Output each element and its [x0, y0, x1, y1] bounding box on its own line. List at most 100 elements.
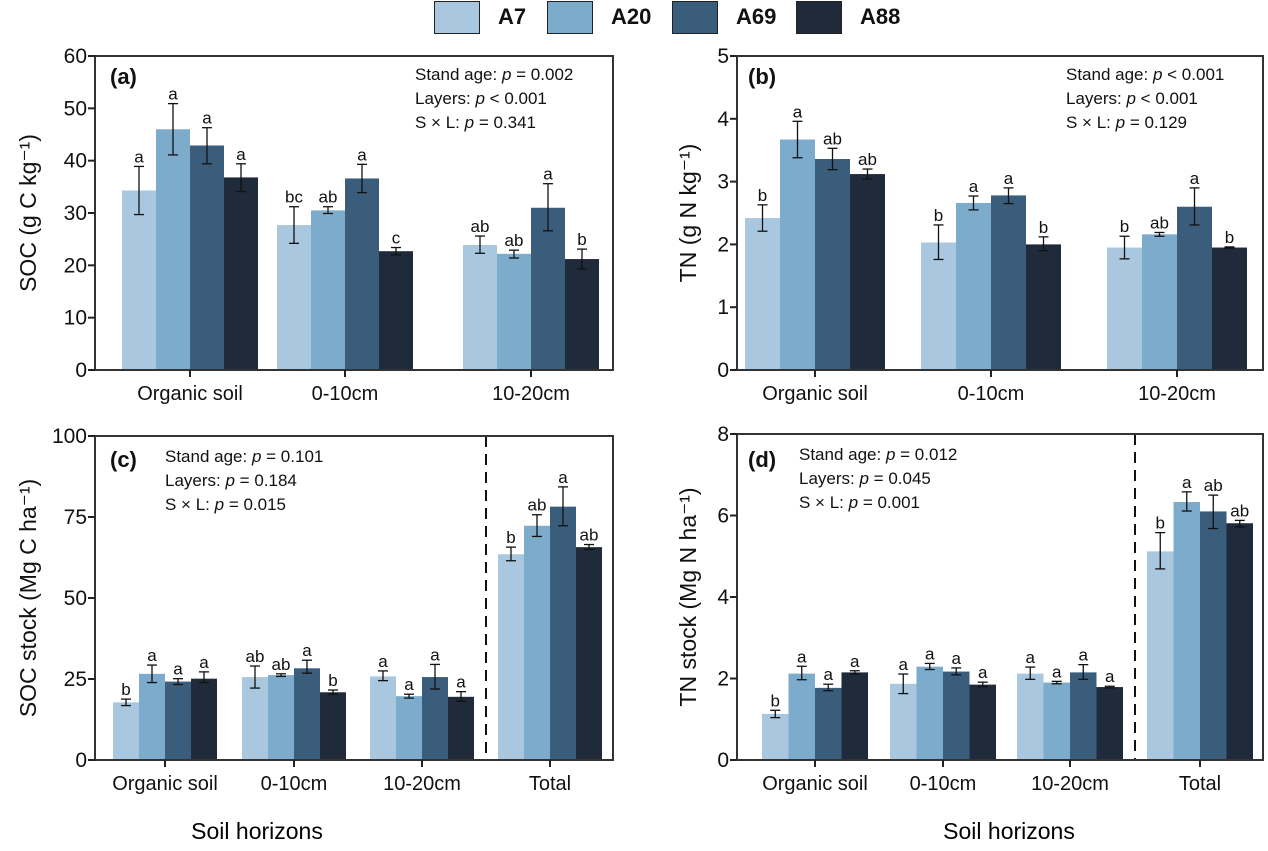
y-axis-label: SOC stock (Mg C ha⁻¹) [15, 479, 41, 717]
significance-letter: bc [285, 188, 303, 207]
p-symbol: p [885, 445, 895, 464]
significance-letter: a [1004, 169, 1014, 188]
y-axis-label: SOC (g C kg⁻¹) [15, 134, 41, 292]
significance-letter: ab [319, 188, 338, 207]
y-tick-label: 0 [75, 749, 87, 772]
stats-text: < 0.001 [1162, 65, 1224, 84]
significance-letter: b [577, 230, 586, 249]
significance-letter: a [202, 109, 212, 128]
bar-a7-0 [122, 190, 156, 370]
significance-letter: a [236, 145, 246, 164]
legend-swatch-a69 [672, 0, 718, 34]
y-tick-label: 5 [717, 45, 729, 68]
bar-a88-2 [1096, 687, 1123, 760]
significance-letter: a [899, 655, 909, 674]
bar-a20-0 [156, 129, 190, 370]
significance-letter: ab [246, 647, 265, 666]
bar-a69-2 [1070, 672, 1097, 760]
stats-line: Layers: p < 0.001 [415, 89, 547, 108]
x-tick-label: 10-20cm [1138, 383, 1216, 405]
bar-a7-1 [277, 225, 311, 370]
significance-letter: a [456, 673, 466, 692]
significance-letter: ab [823, 129, 842, 148]
stats-line: S × L: p = 0.341 [415, 113, 536, 132]
bar-a7-0 [113, 702, 139, 760]
bar-a20-2 [396, 696, 422, 760]
y-tick-label: 0 [717, 749, 729, 772]
bar-a20-2 [1142, 234, 1177, 370]
stats-text: = 0.001 [858, 493, 920, 512]
stats-text: S × L: [1066, 113, 1116, 132]
bar-a20-0 [788, 673, 815, 760]
bar-a88-3 [576, 547, 602, 760]
panel-label: (d) [748, 447, 776, 472]
significance-letter: a [543, 165, 553, 184]
y-tick-label: 30 [64, 202, 87, 225]
stats-text: S × L: [799, 493, 849, 512]
significance-letter: a [1182, 473, 1192, 492]
x-tick-label: 10-20cm [383, 773, 461, 795]
bar-a69-0 [815, 158, 850, 370]
bar-a69-1 [943, 671, 970, 760]
x-tick-label: Organic soil [762, 383, 868, 405]
y-tick-label: 0 [75, 359, 87, 382]
legend-item-a88: A88 [796, 0, 900, 34]
significance-letter: ab [505, 231, 524, 250]
y-tick-label: 75 [64, 506, 87, 529]
stats-line: Layers: p = 0.184 [165, 471, 297, 490]
bar-a7-0 [762, 713, 789, 760]
bar-a69-1 [991, 195, 1026, 370]
significance-letter: b [771, 691, 780, 710]
x-tick-label: 0-10cm [910, 773, 977, 795]
stats-text: Stand age: [1066, 65, 1153, 84]
significance-letter: b [121, 680, 130, 699]
stats-line: Stand age: p = 0.012 [799, 445, 957, 464]
significance-letter: a [1052, 662, 1062, 681]
bar-a69-3 [1200, 511, 1227, 760]
panel-label: (a) [110, 64, 137, 89]
bar-a7-2 [1107, 247, 1142, 370]
significance-letter: a [430, 645, 440, 664]
significance-letter: a [404, 675, 414, 694]
p-symbol: p [474, 89, 484, 108]
y-tick-label: 1 [717, 296, 729, 319]
p-symbol: p [464, 113, 474, 132]
significance-letter: a [850, 652, 860, 671]
p-symbol: p [501, 65, 511, 84]
y-tick-label: 6 [717, 505, 729, 528]
bar-a69-0 [190, 145, 224, 370]
significance-letter: a [147, 646, 157, 665]
y-tick-label: 25 [64, 668, 87, 691]
x-axis-label-left: Soil horizons [191, 818, 323, 844]
bar-a20-1 [311, 210, 345, 370]
stats-line: Stand age: p = 0.101 [165, 447, 323, 466]
significance-letter: b [1039, 218, 1048, 237]
stats-text: Stand age: [799, 445, 886, 464]
stats-line: S × L: p = 0.001 [799, 493, 920, 512]
bar-a7-1 [890, 683, 917, 760]
bar-a69-1 [345, 178, 379, 370]
stats-text: < 0.001 [1136, 89, 1198, 108]
y-tick-label: 4 [717, 586, 729, 609]
bar-a7-2 [1017, 673, 1044, 760]
y-tick-label: 40 [64, 150, 87, 173]
panel-label: (c) [110, 447, 137, 472]
legend-item-a7: A7 [434, 0, 526, 34]
stats-line: Stand age: p = 0.002 [415, 65, 573, 84]
bar-a88-0 [224, 177, 258, 370]
x-tick-label: 0-10cm [261, 773, 328, 795]
y-tick-label: 0 [717, 359, 729, 382]
panel-label: (b) [748, 64, 776, 89]
legend: A7 A20 A69 A88 [0, 0, 1268, 40]
bar-a20-3 [1173, 502, 1200, 760]
bar-a88-0 [191, 678, 217, 760]
bar-a88-2 [1212, 247, 1247, 370]
bar-a20-1 [916, 666, 943, 760]
significance-letter: ab [580, 526, 599, 545]
bar-a88-0 [841, 672, 868, 760]
bar-a88-2 [448, 696, 474, 760]
significance-letter: ab [528, 496, 547, 515]
legend-label-a88: A88 [860, 4, 901, 29]
